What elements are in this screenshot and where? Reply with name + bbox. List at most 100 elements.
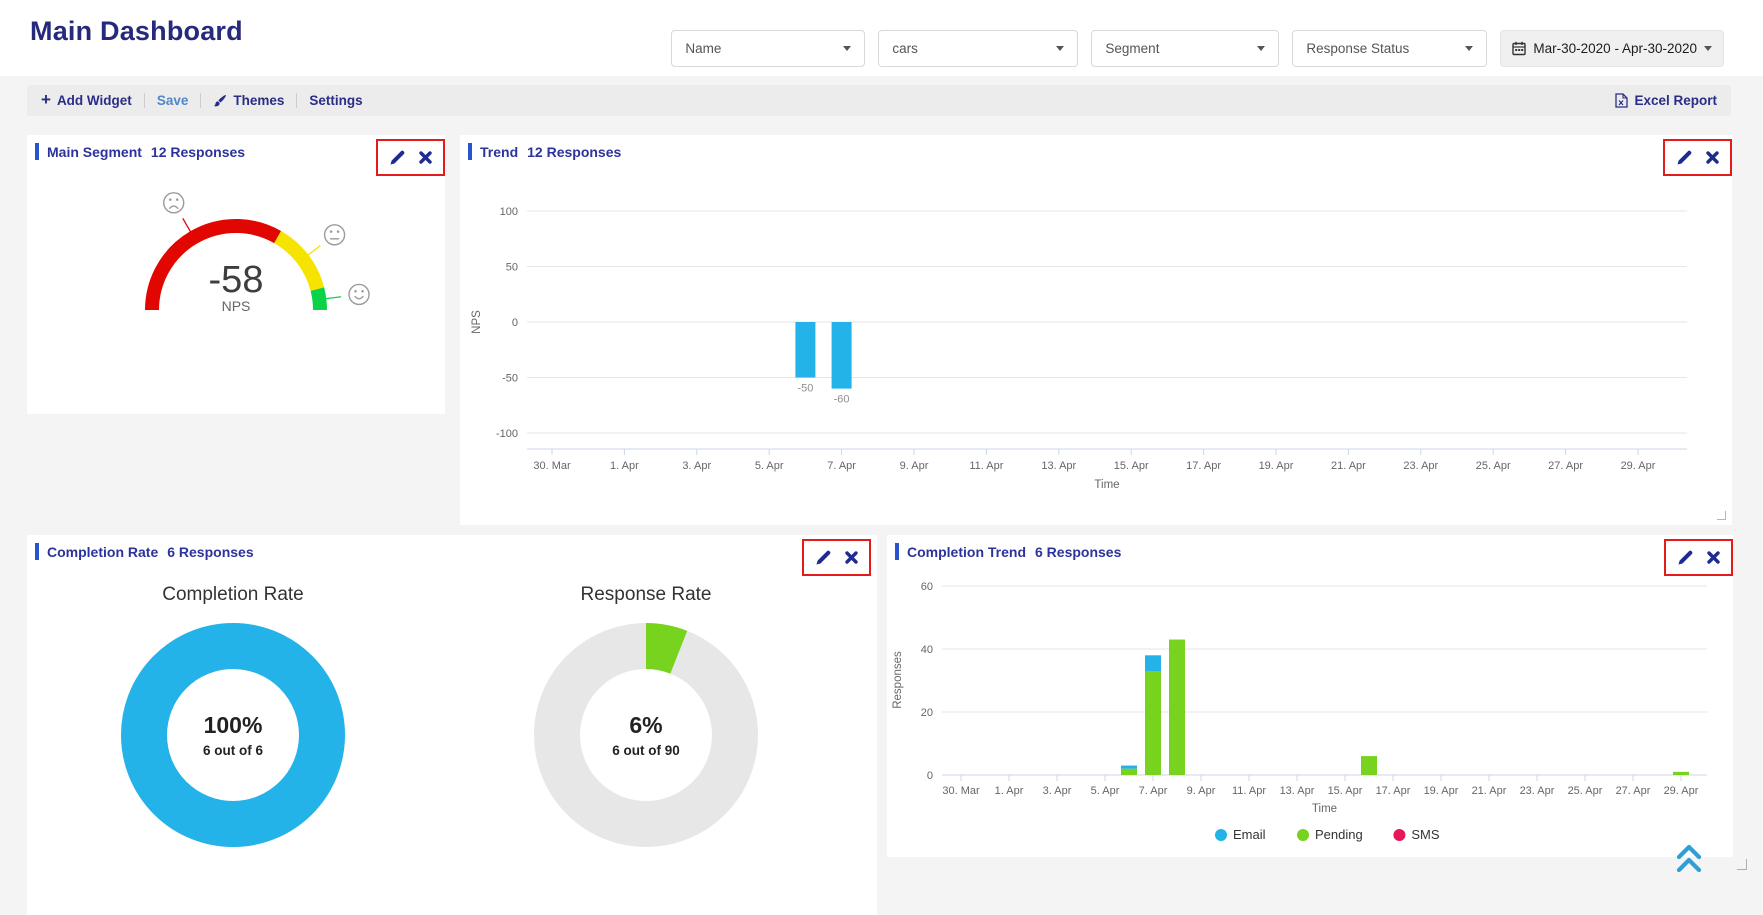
pencil-icon [815,549,832,566]
svg-text:NPS: NPS [222,298,251,314]
widget-trend: 100500-50-100NPS30. Mar1. Apr3. Apr5. Ap… [460,135,1732,525]
page-resize-corner [1737,859,1747,870]
dashboard-page: { "header": { "title": "Main Dashboard" … [0,0,1763,887]
brush-icon [213,94,227,108]
add-widget-button[interactable]: + Add Widget [39,93,134,108]
svg-text:Time: Time [1094,479,1119,491]
svg-text:60: 60 [921,581,933,593]
widget-accent-bar [895,543,899,560]
response-status-filter-dropdown[interactable]: Response Status [1292,30,1487,67]
widget-header: Trend 12 Responses [468,143,621,160]
nps-gauge-chart: -58NPS [27,135,445,414]
svg-text:25. Apr: 25. Apr [1568,785,1603,797]
svg-text:19. Apr: 19. Apr [1259,460,1294,472]
svg-text:6 out of 6: 6 out of 6 [203,743,263,758]
svg-text:Responses: Responses [892,651,904,709]
svg-text:Response Rate: Response Rate [581,584,712,605]
svg-text:3. Apr: 3. Apr [1043,785,1072,797]
date-range-picker[interactable]: Mar-30-2020 - Apr-30-2020 [1500,30,1724,67]
settings-button[interactable]: Settings [307,93,364,108]
widget-title: Trend [480,144,518,160]
edit-widget-button[interactable] [1676,149,1693,166]
chevron-down-icon [1465,46,1473,51]
svg-text:6 out of 90: 6 out of 90 [612,743,680,758]
scroll-to-top-button[interactable] [1676,841,1702,880]
remove-widget-button[interactable] [845,551,858,564]
svg-text:-58: -58 [209,259,264,301]
widget-accent-bar [35,143,39,160]
remove-widget-button[interactable] [1706,151,1719,164]
save-button[interactable]: Save [155,93,191,108]
widget-action-box [1664,539,1733,576]
svg-text:27. Apr: 27. Apr [1548,460,1583,472]
svg-text:30. Mar: 30. Mar [533,460,571,472]
save-label: Save [157,93,189,108]
svg-text:40: 40 [921,644,933,656]
widget-header: Main Segment 12 Responses [35,143,245,160]
widget-title: Completion Rate [47,544,158,560]
toolbar-divider [144,93,145,108]
excel-report-button[interactable]: Excel Report [1613,93,1719,108]
svg-text:15. Apr: 15. Apr [1328,785,1363,797]
svg-text:Pending: Pending [1315,827,1363,842]
svg-text:-50: -50 [502,373,518,385]
settings-label: Settings [309,93,362,108]
svg-text:100: 100 [500,206,518,218]
close-icon [1706,151,1719,164]
top-header: Main Dashboard Name cars Segment Respons… [0,0,1763,76]
widget-accent-bar [35,543,39,560]
svg-text:6%: 6% [629,712,662,738]
svg-text:0: 0 [512,317,518,329]
svg-text:5. Apr: 5. Apr [1091,785,1120,797]
edit-widget-button[interactable] [389,149,406,166]
svg-text:-100: -100 [496,428,518,440]
svg-text:15. Apr: 15. Apr [1114,460,1149,472]
add-widget-label: Add Widget [57,93,132,108]
svg-text:20: 20 [921,707,933,719]
svg-text:0: 0 [927,770,933,782]
svg-text:29. Apr: 29. Apr [1664,785,1699,797]
widget-header: Completion Rate 6 Responses [35,543,254,560]
svg-text:17. Apr: 17. Apr [1376,785,1411,797]
svg-text:13. Apr: 13. Apr [1041,460,1076,472]
name-filter-dropdown[interactable]: Name [671,30,865,67]
date-range-value: Mar-30-2020 - Apr-30-2020 [1533,41,1697,56]
widget-response-count: 6 Responses [1035,544,1121,560]
dashboard-toolbar: + Add Widget Save Themes Settings Excel … [27,85,1731,116]
svg-text:5. Apr: 5. Apr [755,460,784,472]
svg-text:13. Apr: 13. Apr [1280,785,1315,797]
svg-text:SMS: SMS [1411,827,1440,842]
svg-text:29. Apr: 29. Apr [1621,460,1656,472]
svg-text:11. Apr: 11. Apr [1232,785,1266,797]
svg-text:17. Apr: 17. Apr [1186,460,1221,472]
segment-filter-dropdown[interactable]: Segment [1091,30,1279,67]
remove-widget-button[interactable] [419,151,432,164]
widget-main-segment: -58NPS Main Segment 12 Responses [27,135,445,414]
svg-text:Email: Email [1233,827,1266,842]
chevron-down-icon [843,46,851,51]
themes-button[interactable]: Themes [211,93,286,108]
widget-action-box [1663,139,1732,176]
widget-title: Main Segment [47,144,142,160]
svg-text:-60: -60 [834,394,850,406]
edit-widget-button[interactable] [815,549,832,566]
widget-response-count: 12 Responses [527,144,621,160]
pencil-icon [1676,149,1693,166]
svg-text:21. Apr: 21. Apr [1472,785,1507,797]
svg-text:7. Apr: 7. Apr [1139,785,1168,797]
survey-filter-value: cars [892,41,918,56]
close-icon [1707,551,1720,564]
survey-filter-dropdown[interactable]: cars [878,30,1078,67]
edit-widget-button[interactable] [1677,549,1694,566]
svg-text:100%: 100% [204,712,263,738]
svg-text:23. Apr: 23. Apr [1520,785,1555,797]
widget-action-box [376,139,445,176]
svg-text:30. Mar: 30. Mar [942,785,980,797]
chevron-down-icon [1704,46,1712,51]
name-filter-value: Name [685,41,721,56]
svg-text:50: 50 [506,262,518,274]
excel-file-icon [1615,93,1628,108]
remove-widget-button[interactable] [1707,551,1720,564]
pencil-icon [389,149,406,166]
widget-resize-handle[interactable] [1717,511,1726,520]
